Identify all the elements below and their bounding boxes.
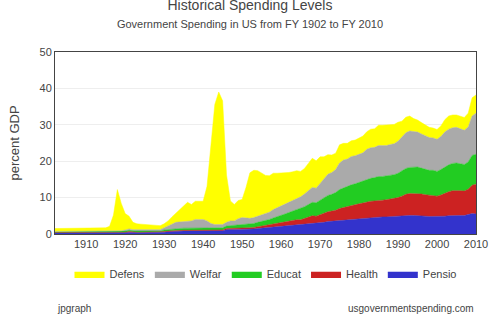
svg-text:Welfar: Welfar bbox=[190, 268, 222, 280]
svg-text:30: 30 bbox=[40, 119, 52, 131]
svg-text:1930: 1930 bbox=[152, 238, 176, 250]
svg-text:1910: 1910 bbox=[74, 238, 98, 250]
svg-text:1980: 1980 bbox=[347, 238, 371, 250]
svg-text:40: 40 bbox=[40, 82, 52, 94]
svg-text:Historical Spending LevelsGove: Historical Spending LevelsGovernment Spe… bbox=[117, 0, 383, 30]
svg-text:2000: 2000 bbox=[425, 238, 449, 250]
svg-text:50: 50 bbox=[40, 46, 52, 58]
svg-text:percent GDP: percent GDP bbox=[7, 105, 22, 180]
svg-text:20: 20 bbox=[40, 155, 52, 167]
svg-text:1960: 1960 bbox=[269, 238, 293, 250]
svg-text:1940: 1940 bbox=[191, 238, 215, 250]
svg-text:1990: 1990 bbox=[386, 238, 410, 250]
svg-text:0: 0 bbox=[46, 228, 52, 240]
svg-text:usgovernmentspending.com: usgovernmentspending.com bbox=[348, 303, 474, 314]
svg-text:Educat: Educat bbox=[267, 268, 301, 280]
svg-text:Pensio: Pensio bbox=[423, 268, 457, 280]
svg-text:jpgraph: jpgraph bbox=[57, 303, 91, 314]
svg-text:1920: 1920 bbox=[113, 238, 137, 250]
svg-text:2010: 2010 bbox=[464, 238, 488, 250]
svg-text:10: 10 bbox=[40, 191, 52, 203]
svg-text:Health: Health bbox=[346, 268, 378, 280]
svg-text:1970: 1970 bbox=[308, 238, 332, 250]
svg-text:1950: 1950 bbox=[230, 238, 254, 250]
svg-text:Defens: Defens bbox=[110, 268, 145, 280]
